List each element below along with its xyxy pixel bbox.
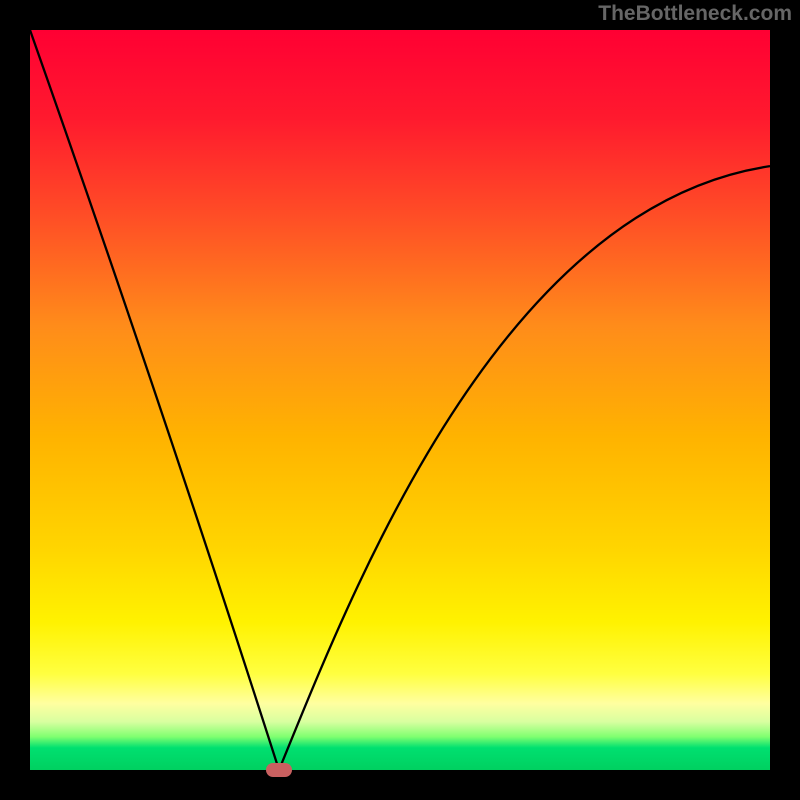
min-point-marker — [266, 763, 292, 777]
chart-container: TheBottleneck.com — [0, 0, 800, 800]
watermark-text: TheBottleneck.com — [598, 2, 792, 26]
bottleneck-chart — [0, 0, 800, 800]
chart-background — [30, 30, 770, 770]
